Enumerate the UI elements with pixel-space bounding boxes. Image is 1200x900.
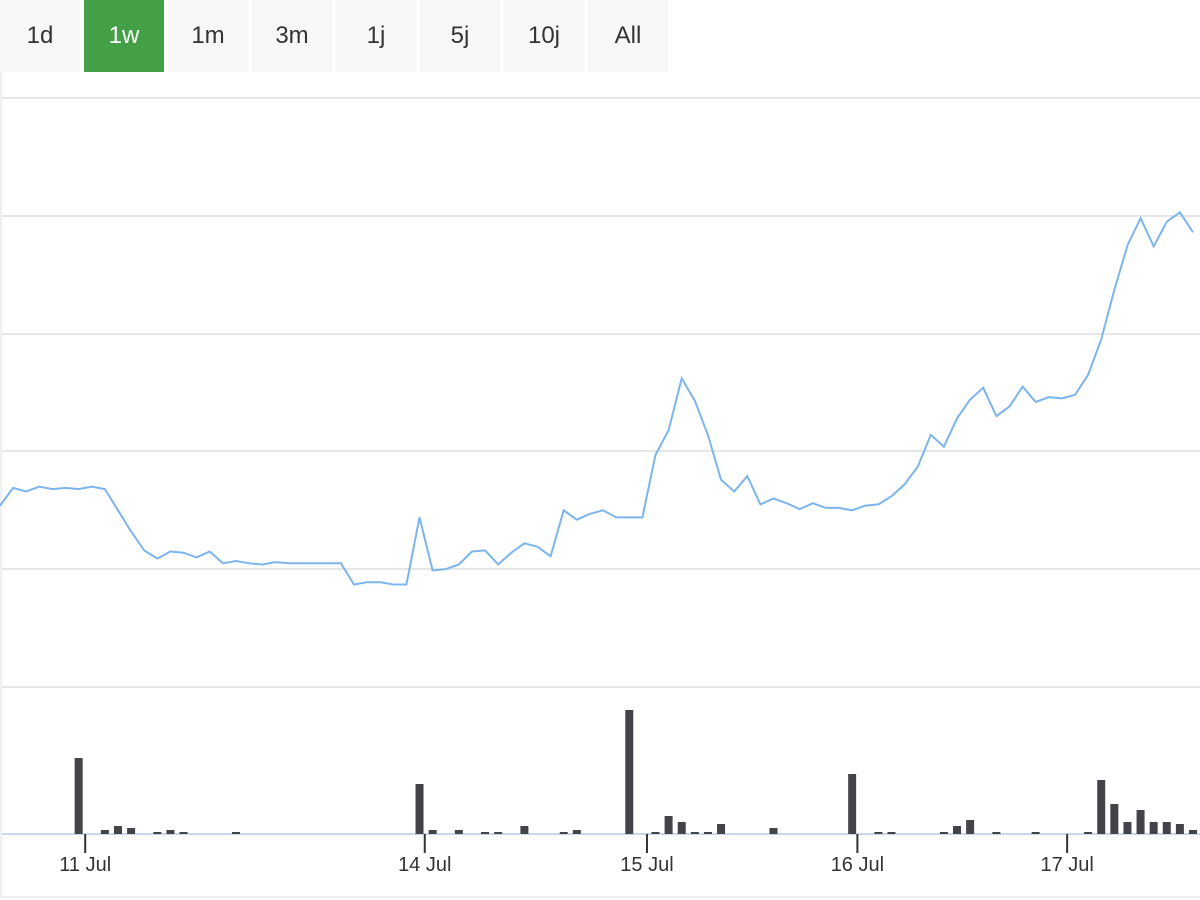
range-button[interactable]: 1w (84, 0, 164, 72)
range-button[interactable]: All (588, 0, 668, 72)
volume-bar (1097, 780, 1106, 834)
volume-bar (690, 832, 699, 834)
volume-bar (1123, 822, 1132, 834)
volume-bar (481, 832, 490, 834)
range-button[interactable]: 10j (504, 0, 584, 72)
range-button[interactable]: 1m (168, 0, 248, 72)
volume-bar (874, 832, 883, 834)
volume-bar (113, 826, 122, 834)
volume-bar (166, 830, 175, 834)
volume-bar (520, 826, 529, 834)
range-button[interactable]: 1j (336, 0, 416, 72)
volume-bar (651, 832, 660, 834)
volume-bar (966, 820, 975, 834)
volume-bar (100, 830, 109, 834)
volume-bar (677, 822, 686, 834)
x-tick-label: 11 Jul (59, 854, 111, 876)
x-tick-label: 15 Jul (620, 854, 673, 876)
volume-bar (1149, 822, 1158, 834)
volume-bar (1175, 824, 1184, 834)
volume-bar (887, 832, 896, 834)
volume-bar (1136, 810, 1145, 834)
x-tick-label: 16 Jul (831, 854, 884, 876)
range-button[interactable]: 5j (420, 0, 500, 72)
volume-bar (1110, 804, 1119, 834)
volume-bar (953, 826, 962, 834)
volume-bar (454, 830, 463, 834)
volume-bar (428, 830, 437, 834)
volume-bar (848, 774, 857, 834)
volume-bar (939, 832, 948, 834)
volume-bar (127, 828, 136, 834)
volume-bar (625, 710, 634, 834)
range-button[interactable]: 1d (0, 0, 80, 72)
volume-bar (1084, 832, 1093, 834)
volume-bar (664, 816, 673, 834)
volume-bar (1189, 830, 1197, 834)
volume-bar (769, 828, 778, 834)
volume-bar (572, 830, 581, 834)
volume-bar (74, 758, 83, 834)
x-tick-label: 17 Jul (1040, 854, 1093, 876)
volume-bar (494, 832, 503, 834)
volume-bar (415, 784, 424, 834)
volume-bar (1031, 832, 1040, 834)
volume-bar (179, 832, 188, 834)
volume-bar (703, 832, 712, 834)
x-tick-label: 14 Jul (398, 854, 451, 876)
volume-bar (1162, 822, 1171, 834)
volume-bar (153, 832, 162, 834)
range-button[interactable]: 3m (252, 0, 332, 72)
volume-bar (717, 824, 726, 834)
volume-bar (231, 832, 240, 834)
volume-bar (559, 832, 568, 834)
price-line (0, 210, 1194, 586)
volume-bar (992, 832, 1001, 834)
